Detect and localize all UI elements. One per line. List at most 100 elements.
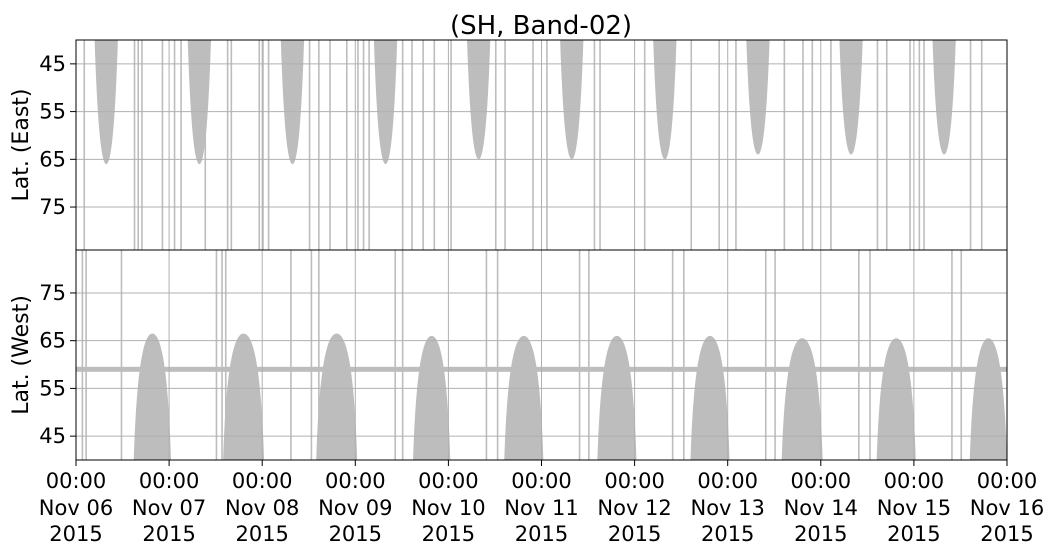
panel-0-stripe-10 bbox=[258, 40, 261, 250]
panel-east-grid bbox=[75, 40, 1008, 250]
x-tick-label-8-line-1: Nov 14 bbox=[784, 496, 858, 520]
panel-1-stripe-4 bbox=[221, 250, 223, 460]
x-tick-label-9-line-0: 00:00 bbox=[884, 469, 945, 493]
panel-0-stripe-7 bbox=[204, 40, 207, 250]
x-tick-label-6: 00:00 Nov 12 2015 bbox=[597, 469, 671, 546]
panel-0-stripe-23 bbox=[433, 40, 436, 250]
panel-1-ytick-label-2: 55 bbox=[39, 376, 66, 400]
panel-0-stripe-9 bbox=[230, 40, 233, 250]
chart-title: (SH, Band-02) bbox=[450, 11, 632, 41]
panel-0-stripe-6 bbox=[180, 40, 182, 250]
panel-0-lobe-9 bbox=[932, 40, 956, 155]
panel-0-lobe-7 bbox=[746, 40, 770, 155]
panel-1-stripe-0 bbox=[81, 250, 84, 460]
panel-0-ytick-label-1: 55 bbox=[39, 100, 66, 124]
panel-0-stripe-29 bbox=[593, 40, 596, 250]
panel-1-stripe-21 bbox=[951, 250, 953, 460]
panel-0-stripe-13 bbox=[308, 40, 311, 250]
x-tick-label-6-line-1: Nov 12 bbox=[597, 496, 671, 520]
panel-1-lobe-5 bbox=[597, 335, 637, 460]
panel-0-stripe-34 bbox=[735, 40, 737, 250]
panel-1-lobe-4 bbox=[504, 335, 544, 460]
x-tick-label-7-line-1: Nov 13 bbox=[691, 496, 765, 520]
x-tick-label-3-line-0: 00:00 bbox=[325, 469, 386, 493]
panel-1-lobe-3 bbox=[413, 335, 451, 460]
panel-0-stripe-17 bbox=[357, 40, 359, 250]
panel-1-stripe-8 bbox=[318, 250, 320, 460]
panel-0-lobe-1 bbox=[187, 40, 211, 165]
panel-0-lobe-3 bbox=[373, 40, 398, 165]
panel-0-stripe-28 bbox=[546, 40, 548, 250]
panel-1-stripe-12 bbox=[496, 250, 499, 460]
x-tick-label-10-line-1: Nov 16 bbox=[970, 496, 1044, 520]
x-tick-label-10: 00:00 Nov 16 2015 bbox=[970, 469, 1044, 546]
panel-1-lobe-7 bbox=[781, 338, 823, 460]
panel-0-stripe-37 bbox=[811, 40, 814, 250]
panel-0-stripe-25 bbox=[494, 40, 497, 250]
panel-0-stripe-30 bbox=[599, 40, 601, 250]
panel-1-stripe-11 bbox=[485, 250, 488, 460]
panel-1-stripe-1 bbox=[85, 250, 87, 460]
x-tick-label-2-line-0: 00:00 bbox=[232, 469, 293, 493]
panel-1-stripe-14 bbox=[588, 250, 590, 460]
panel-1-stripe-10 bbox=[401, 250, 404, 460]
panel-0-stripe-11 bbox=[262, 40, 264, 250]
x-tick-label-8-line-0: 00:00 bbox=[791, 469, 852, 493]
x-tick-label-1-line-2: 2015 bbox=[142, 522, 195, 546]
panel-0-lobe-4 bbox=[467, 40, 491, 160]
x-tick-label-7: 00:00 Nov 13 2015 bbox=[691, 469, 765, 546]
panel-west-yticks: 75 65 55 45 bbox=[39, 281, 76, 448]
panel-0-stripe-22 bbox=[422, 40, 424, 250]
panel-0-stripe-27 bbox=[532, 40, 534, 250]
panel-0-stripe-32 bbox=[690, 40, 693, 250]
panel-0-lobe-5 bbox=[560, 40, 584, 160]
panel-1-ytick-label-3: 45 bbox=[39, 424, 66, 448]
panel-0-stripe-24 bbox=[450, 40, 452, 250]
panel-0-stripe-45 bbox=[980, 40, 983, 250]
panel-0-lobe-8 bbox=[839, 40, 863, 155]
panel-1-ytick-label-1: 65 bbox=[39, 329, 66, 353]
panel-0-stripe-20 bbox=[401, 40, 404, 250]
x-tick-label-6-line-0: 00:00 bbox=[604, 469, 665, 493]
panel-0-stripe-12 bbox=[267, 40, 270, 250]
panel-0-lobe-6 bbox=[653, 40, 677, 160]
x-tick-label-6-line-2: 2015 bbox=[608, 522, 661, 546]
panel-0-stripe-40 bbox=[885, 40, 888, 250]
panel-east-ylabel: Lat. (East) bbox=[9, 89, 34, 202]
panel-1-stripe-6 bbox=[290, 250, 292, 460]
panel-1-ytick-label-0: 75 bbox=[39, 281, 66, 305]
x-tick-label-8-line-2: 2015 bbox=[794, 522, 847, 546]
panel-0-stripe-21 bbox=[411, 40, 413, 250]
panel-1-stripe-9 bbox=[394, 250, 397, 460]
panel-0-stripe-26 bbox=[504, 40, 506, 250]
x-tick-label-2: 00:00 Nov 08 2015 bbox=[225, 469, 299, 546]
panel-0-stripe-1 bbox=[133, 40, 136, 250]
panel-0-stripe-42 bbox=[918, 40, 921, 250]
x-tick-label-5-line-0: 00:00 bbox=[511, 469, 572, 493]
x-tick-label-0-line-0: 00:00 bbox=[46, 469, 107, 493]
panel-0-ytick-label-3: 75 bbox=[39, 195, 66, 219]
panel-0-stripe-14 bbox=[318, 40, 320, 250]
panel-0-stripe-5 bbox=[173, 40, 176, 250]
panel-west-ylabel: Lat. (West) bbox=[9, 295, 34, 415]
panel-0-stripe-16 bbox=[345, 40, 348, 250]
panel-0-ytick-label-0: 45 bbox=[39, 52, 66, 76]
panel-1-stripe-15 bbox=[671, 250, 674, 460]
x-tick-label-4-line-0: 00:00 bbox=[418, 469, 479, 493]
panel-1-stripe-17 bbox=[764, 250, 767, 460]
panel-1-stripe-13 bbox=[578, 250, 581, 460]
x-tick-label-4: 00:00 Nov 10 2015 bbox=[411, 469, 485, 546]
panel-1-lobe-9 bbox=[969, 338, 1007, 460]
panel-0-ytick-label-2: 65 bbox=[39, 147, 66, 171]
panel-1-lobe-8 bbox=[876, 338, 916, 460]
x-tick-label-2-line-1: Nov 08 bbox=[225, 496, 299, 520]
panel-1-stripe-7 bbox=[310, 250, 313, 460]
panel-0-stripe-8 bbox=[226, 40, 229, 250]
panel-0-stripe-35 bbox=[783, 40, 786, 250]
panel-0-stripe-33 bbox=[718, 40, 720, 250]
x-tick-label-9-line-2: 2015 bbox=[887, 522, 940, 546]
x-tick-label-5-line-2: 2015 bbox=[515, 522, 568, 546]
panel-1-lobe-6 bbox=[690, 335, 730, 460]
panel-0-stripe-36 bbox=[802, 40, 804, 250]
